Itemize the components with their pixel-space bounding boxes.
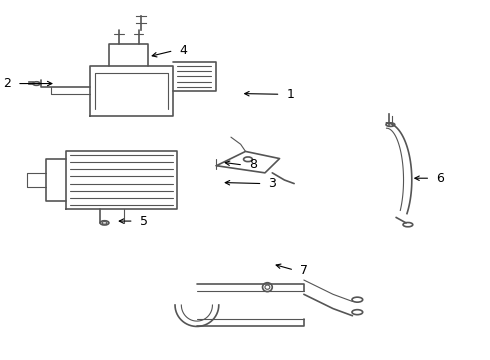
Text: 1: 1 bbox=[286, 88, 294, 101]
Text: 7: 7 bbox=[300, 264, 308, 276]
Text: 3: 3 bbox=[269, 177, 276, 190]
Text: 6: 6 bbox=[436, 172, 444, 185]
Text: 4: 4 bbox=[179, 44, 187, 57]
Text: 2: 2 bbox=[3, 77, 11, 90]
Text: 8: 8 bbox=[249, 158, 257, 171]
Text: 5: 5 bbox=[140, 215, 147, 228]
